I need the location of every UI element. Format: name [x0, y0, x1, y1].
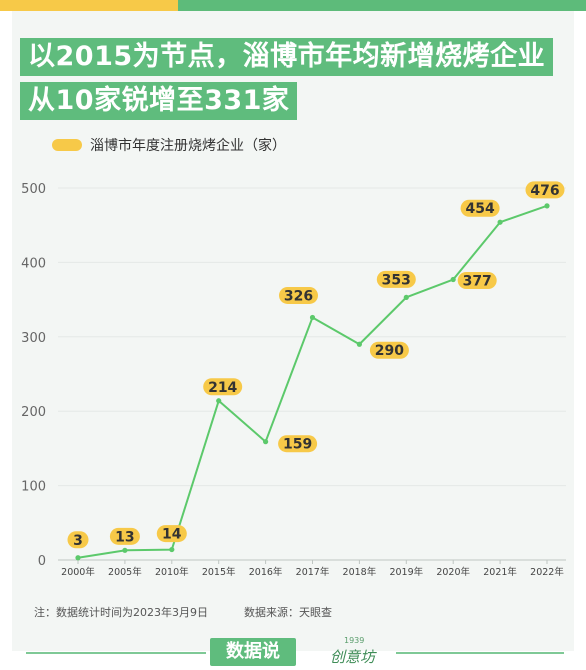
legend-label: 淄博市年度注册烧烤企业（家） — [90, 138, 286, 154]
data-label: 14 — [162, 527, 182, 543]
x-tick-label: 2005年 — [108, 566, 142, 578]
footnote: 注：数据统计时间为2023年3月9日 — [34, 606, 208, 619]
data-label: 377 — [463, 274, 492, 290]
brand-label: 数据说 — [210, 638, 296, 666]
data-point — [497, 219, 503, 225]
x-tick-label: 2010年 — [155, 566, 189, 578]
data-label: 290 — [375, 343, 404, 359]
data-label-bg — [109, 527, 140, 545]
legend: 淄博市年度注册烧烤企业（家） — [52, 134, 286, 156]
title-line-2: 从10家锐增至331家 — [20, 82, 298, 120]
data-label-bg — [457, 272, 497, 290]
y-tick-label: 500 — [21, 182, 46, 197]
data-label: 13 — [115, 529, 134, 545]
data-label-bg — [460, 199, 500, 217]
data-label: 476 — [530, 183, 559, 199]
y-tick-label: 300 — [21, 331, 46, 346]
series-line — [77, 204, 548, 559]
data-point — [75, 555, 81, 561]
footer-divider-left — [26, 652, 206, 654]
data-point — [169, 546, 175, 553]
data-label-bg — [67, 531, 89, 549]
data-point — [216, 398, 222, 404]
data-label: 454 — [465, 201, 494, 217]
data-label-bg — [525, 181, 565, 199]
top-bar — [0, 0, 586, 11]
data-point — [403, 294, 409, 300]
x-tick-label: 2019年 — [389, 566, 423, 578]
x-tick-label: 2017年 — [296, 566, 330, 578]
data-point — [122, 547, 128, 553]
data-source: 数据来源：天眼查 — [244, 606, 332, 619]
data-point — [263, 439, 269, 445]
y-tick-label: 0 — [38, 554, 46, 569]
data-point — [544, 203, 550, 209]
data-point — [450, 276, 456, 283]
logo-name: 创意坊 — [330, 648, 376, 666]
data-label: 159 — [283, 437, 312, 453]
y-tick-label: 200 — [21, 405, 46, 420]
x-tick-label: 2000年 — [61, 566, 95, 578]
title-line-1: 以2015为节点，淄博市年均新增烧烤企业 — [20, 38, 554, 76]
data-label-bg — [369, 341, 409, 359]
data-label-bg — [278, 435, 318, 453]
data-label-bg — [156, 525, 187, 543]
x-tick-label: 2022年 — [530, 566, 564, 578]
y-tick-label: 400 — [21, 256, 46, 271]
x-tick-label: 2021年 — [483, 566, 517, 578]
data-label-bg — [203, 378, 243, 396]
data-label-bg — [279, 286, 318, 304]
y-tick-label: 100 — [21, 480, 46, 495]
x-tick-label: 2016年 — [249, 566, 283, 578]
data-label-bg — [376, 270, 416, 288]
x-tick-label: 2020年 — [436, 566, 470, 578]
data-label: 3 — [73, 533, 83, 549]
data-point — [309, 314, 316, 321]
brand-logo: 1939 创意坊 — [304, 636, 394, 668]
top-bar-accent — [0, 0, 178, 11]
legend-swatch — [52, 139, 82, 151]
footer-divider-right — [396, 652, 564, 654]
data-label: 326 — [284, 288, 313, 304]
logo-year: 1939 — [344, 636, 365, 645]
x-tick-label: 2015年 — [202, 566, 236, 578]
data-label: 353 — [382, 272, 411, 288]
data-point — [356, 341, 362, 347]
data-label: 214 — [208, 380, 237, 396]
x-tick-label: 2018年 — [343, 566, 377, 578]
